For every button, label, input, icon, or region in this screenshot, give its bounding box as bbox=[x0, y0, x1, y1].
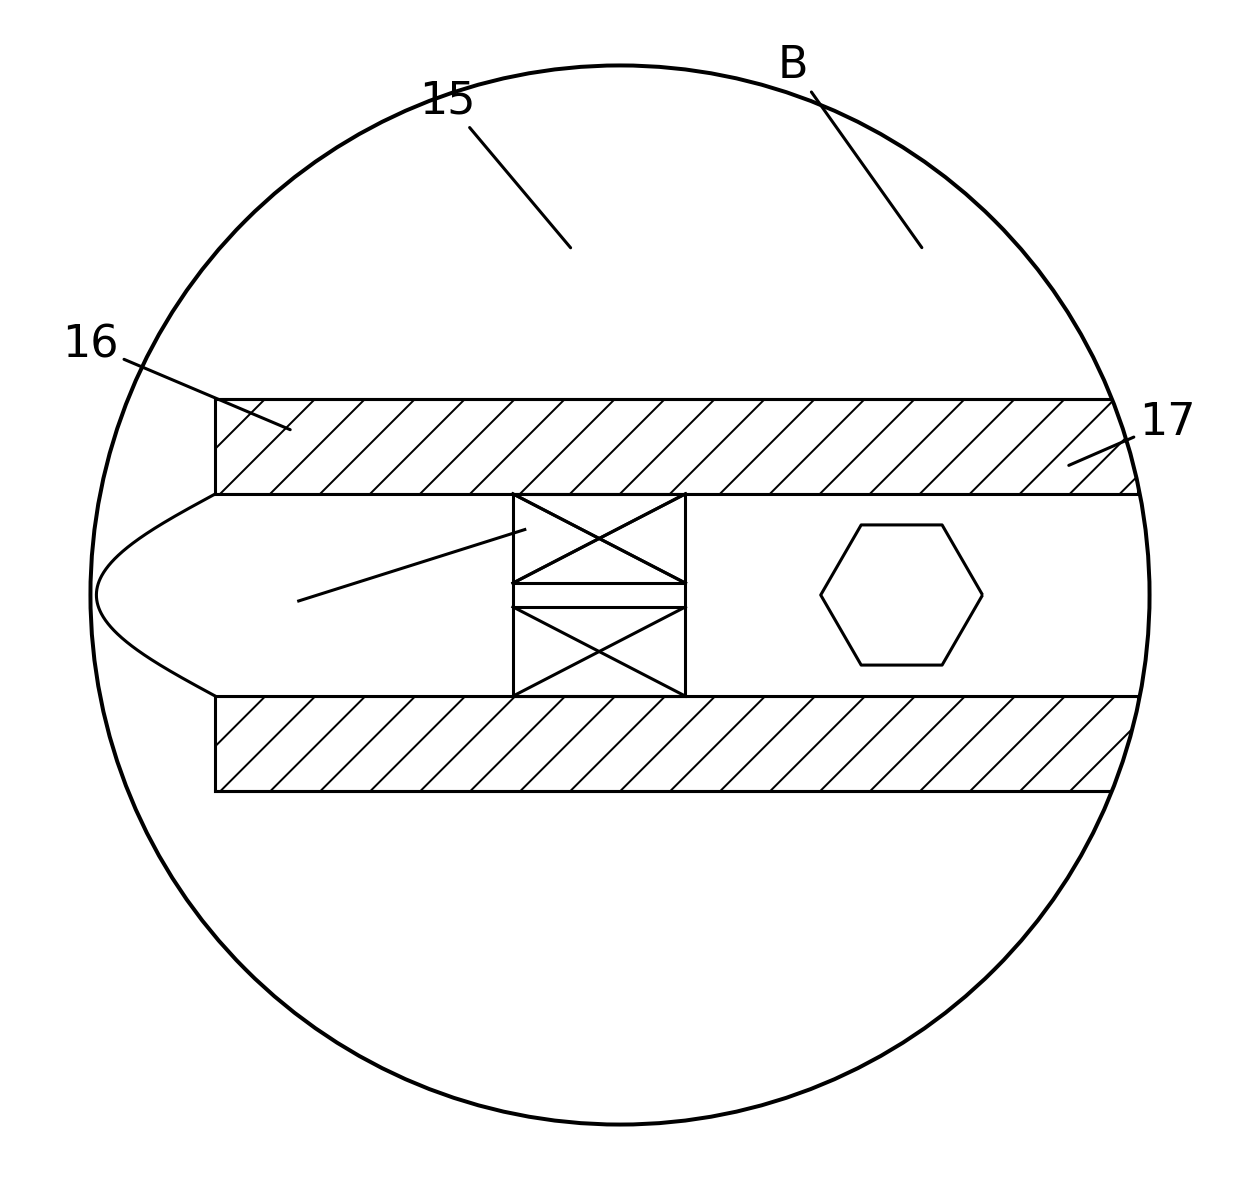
Circle shape bbox=[91, 65, 1149, 1125]
Polygon shape bbox=[216, 399, 1137, 494]
Text: B: B bbox=[777, 44, 921, 248]
Text: 15: 15 bbox=[419, 80, 570, 248]
Text: 16: 16 bbox=[62, 324, 290, 430]
Polygon shape bbox=[216, 494, 1137, 696]
Polygon shape bbox=[513, 494, 686, 696]
Text: 17: 17 bbox=[1069, 401, 1195, 465]
Polygon shape bbox=[216, 696, 1137, 791]
